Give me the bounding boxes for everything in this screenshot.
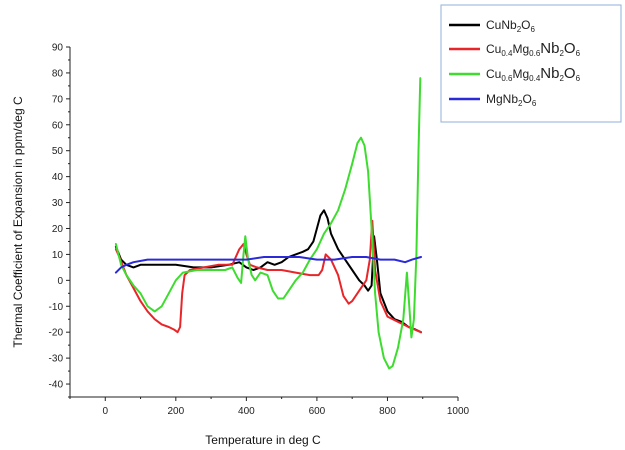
y-tick-label: 0 [57,276,63,287]
y-tick-label: -10 [49,302,64,313]
axes: -40 -30 -20 -10 0 10 20 30 40 50 60 70 80 90 0 200 400 60… [49,43,470,418]
legend-label-part: MgNb [486,92,518,106]
legend-label-3: MgNb2O6 [486,92,537,108]
legend-label-1: Cu0.4Mg0.6Nb2O6 [486,40,581,58]
legend-label-part: 2 [559,49,564,58]
y-axis-title: Thermal Coefficient of Expansion in ppm/… [11,96,25,348]
legend-label-part: CuNb [486,18,517,32]
y-tick-label: 70 [52,94,64,105]
y-tick-label: 40 [52,172,64,183]
y-tick-label: 50 [52,146,64,157]
y-tick-label: 80 [52,68,64,79]
legend-label-part: 2 [517,25,522,34]
x-tick-label: 0 [102,406,108,417]
legend-label-0: CuNb2O6 [486,18,535,34]
y-tick-label: -30 [49,354,64,365]
series-line-2 [114,77,422,370]
legend-label-part: O [521,18,530,32]
series-line-3 [114,256,422,274]
legend-label-part: 6 [530,25,535,34]
legend-label-part: 6 [576,49,581,58]
legend-label-part: Nb [540,40,559,57]
legend-label-part: 0.6 [501,74,513,83]
legend-label-part: O [564,40,576,57]
series-line-1 [114,219,422,334]
legend-label-2: Cu0.6Mg0.4Nb2O6 [486,65,581,83]
y-tick-label: -20 [49,328,64,339]
legend-label-part: Cu [486,67,501,81]
legend-label-part: 6 [532,99,537,108]
y-tick-label: -40 [49,380,64,391]
legend-label-part: Nb [540,65,559,82]
legend-label-part: 2 [559,74,564,83]
x-tick-label: 400 [238,406,255,417]
x-tick-label: 200 [167,406,184,417]
x-axis-title: Temperature in deg C [205,433,321,447]
legend-label-part: 2 [518,99,523,108]
y-tick-label: 10 [52,250,64,261]
legend-label-part: 0.6 [529,49,541,58]
legend-label-part: Mg [512,67,529,81]
y-tick-label: 30 [52,198,64,209]
legend-label-part: 6 [576,74,581,83]
legend-label-part: O [522,92,531,106]
x-tick-label: 800 [379,406,396,417]
y-tick-label: 20 [52,224,64,235]
legend-label-part: O [564,65,576,82]
legend: CuNb2O6Cu0.4Mg0.6Nb2O6Cu0.6Mg0.4Nb2O6MgN… [440,4,622,123]
x-tick-label: 1000 [447,406,470,417]
x-tick-label: 600 [309,406,326,417]
y-tick-label: 60 [52,120,64,131]
series-layer [114,77,422,370]
legend-label-part: 0.4 [501,49,513,58]
legend-label-part: Mg [512,42,529,56]
legend-label-part: 0.4 [529,74,541,83]
y-tick-label: 90 [52,43,64,54]
legend-label-part: Cu [486,42,501,56]
